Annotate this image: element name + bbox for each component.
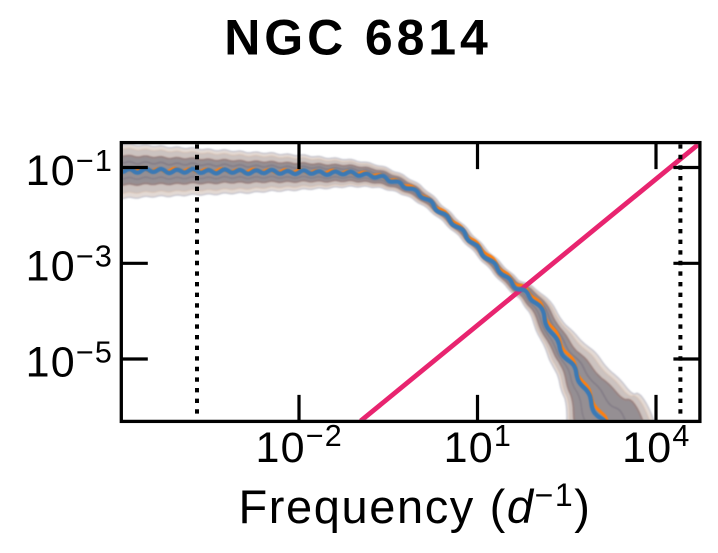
svg-text:Frequency (d−1): Frequency (d−1) [238,477,591,533]
svg-text:10−3: 10−3 [26,240,113,291]
svg-text:NGC 6814: NGC 6814 [224,10,491,66]
svg-text:104: 104 [622,419,690,472]
